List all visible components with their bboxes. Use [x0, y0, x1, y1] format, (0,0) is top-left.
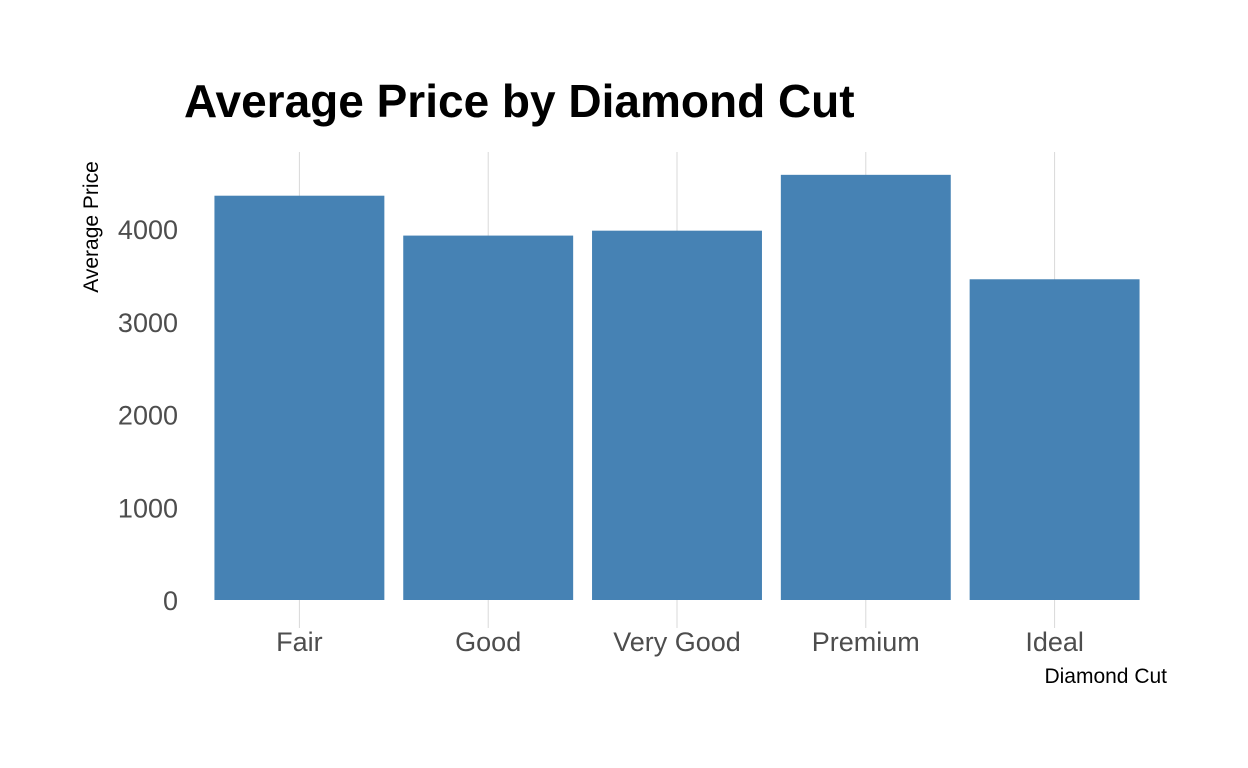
chart-title: Average Price by Diamond Cut	[184, 75, 855, 127]
x-tick-label-good: Good	[455, 627, 521, 657]
y-tick-label-4000: 4000	[118, 215, 178, 245]
bar-premium	[780, 174, 951, 601]
y-tick-label-2000: 2000	[118, 401, 178, 431]
x-tick-label-ideal: Ideal	[1025, 627, 1084, 657]
x-tick-label-very-good: Very Good	[613, 627, 741, 657]
y-tick-label-3000: 3000	[118, 308, 178, 338]
bar-ideal	[969, 279, 1140, 600]
bars	[214, 174, 1140, 601]
bar-very-good	[592, 230, 762, 600]
x-axis-title: Diamond Cut	[1044, 665, 1167, 688]
y-tick-label-1000: 1000	[118, 493, 178, 523]
y-axis-title: Average Price	[80, 161, 103, 293]
x-tick-label-fair: Fair	[276, 627, 323, 657]
y-tick-label-0: 0	[163, 586, 178, 616]
x-axis-ticks: Fair Good Very Good Premium Ideal	[276, 627, 1084, 657]
x-tick-label-premium: Premium	[812, 627, 920, 657]
bar-fair	[214, 195, 385, 600]
bar-good	[403, 235, 574, 600]
y-axis-ticks: 0 1000 2000 3000 4000	[118, 215, 178, 616]
